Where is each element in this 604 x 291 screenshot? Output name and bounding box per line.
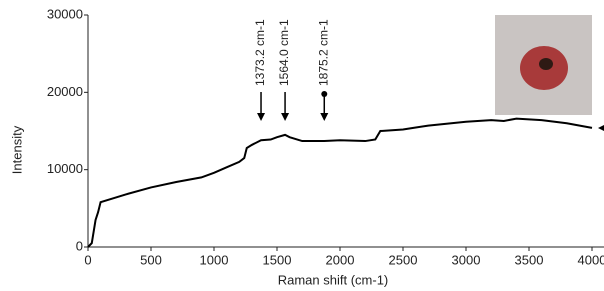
x-tick-label: 3500 bbox=[515, 252, 544, 267]
chart: Raman shift (cm-1) Intensity 01000020000… bbox=[0, 0, 604, 291]
inset-photo bbox=[495, 15, 592, 115]
x-tick-label: 0 bbox=[84, 252, 91, 267]
arrow-head bbox=[320, 113, 328, 121]
y-tick-label: 30000 bbox=[47, 6, 83, 21]
x-tick-label: 2000 bbox=[326, 252, 355, 267]
y-tick-label: 20000 bbox=[47, 84, 83, 99]
annotation-label: 1875.2 cm-1 bbox=[316, 19, 330, 86]
x-axis-label: Raman shift (cm-1) bbox=[278, 272, 389, 287]
x-tick-label: 1000 bbox=[200, 252, 229, 267]
spectrum-line bbox=[88, 119, 592, 247]
x-tick-label: 2500 bbox=[389, 252, 418, 267]
y-tick-label: 10000 bbox=[47, 161, 83, 176]
arrow-head bbox=[281, 113, 289, 121]
y-tick-label: 0 bbox=[76, 238, 83, 253]
x-tick-label: 1500 bbox=[263, 252, 292, 267]
x-tick-label: 500 bbox=[140, 252, 162, 267]
y-axis-label: Intensity bbox=[9, 125, 24, 174]
edge-marker bbox=[598, 125, 604, 131]
arrow-head bbox=[257, 113, 265, 121]
annotation-label: 1564.0 cm-1 bbox=[277, 19, 291, 86]
x-tick-label: 3000 bbox=[452, 252, 481, 267]
annotation-label: 1373.2 cm-1 bbox=[253, 19, 267, 86]
arrow-dot bbox=[321, 91, 327, 97]
x-tick-label: 4000 bbox=[578, 252, 604, 267]
photo-object-center bbox=[539, 58, 553, 70]
